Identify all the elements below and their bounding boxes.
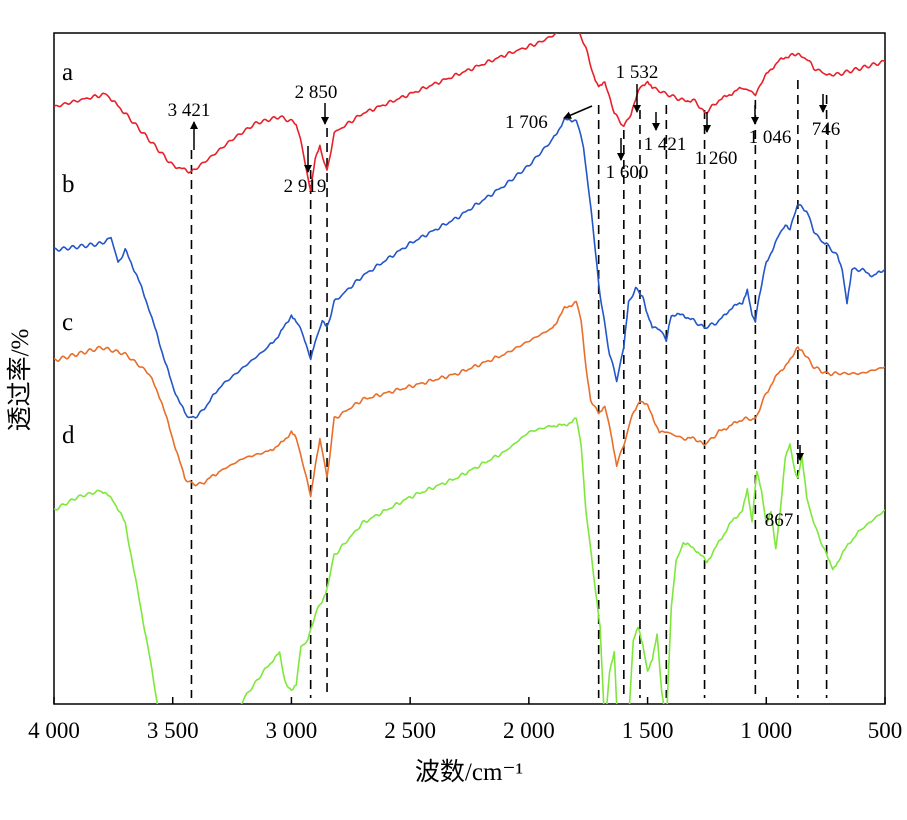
annotation-label: 1 260	[695, 148, 738, 169]
annotation-label: 1 046	[749, 127, 792, 148]
dashed-guide-lines	[190, 80, 828, 698]
annotation-label: 1 421	[644, 134, 687, 155]
series-line-a	[54, 33, 885, 192]
x-tick-label: 1 000	[740, 718, 792, 743]
x-tick-label: 3 000	[266, 718, 318, 743]
annotation-label: 1 600	[606, 162, 649, 183]
series-layer	[54, 33, 885, 704]
series-label-b: b	[62, 171, 75, 198]
series-line-d	[54, 417, 885, 704]
series-labels: a b c d	[62, 59, 75, 449]
x-tick-label: 500	[868, 718, 903, 743]
annotation-label: 2 850	[295, 82, 338, 103]
x-tick-label: 3 500	[147, 718, 199, 743]
annotation-label: 1 706	[505, 112, 548, 133]
peak-annotations: 3 421 2 850 2 919 1 706 1 532 1 600 1 421 1 260…	[168, 62, 841, 531]
series-label-a: a	[62, 59, 73, 86]
x-tick-label: 1 500	[622, 718, 674, 743]
series-line-c	[54, 300, 885, 498]
annotation-label: 1 532	[616, 62, 659, 83]
annotation-label: 746	[812, 119, 841, 140]
y-axis-title: 透过率/%	[6, 329, 34, 432]
x-axis-ticks: 4 000 3 500 3 000 2 500 2 000 1 500 1 000 500	[28, 697, 902, 743]
annotation-label: 2 919	[284, 176, 327, 197]
annotation-arrow	[563, 105, 593, 119]
x-tick-label: 2 500	[384, 718, 436, 743]
series-line-b	[54, 117, 885, 419]
series-label-d: d	[62, 422, 75, 449]
annotation-label: 867	[765, 510, 794, 531]
series-label-c: c	[62, 309, 73, 336]
plot-frame	[53, 32, 886, 705]
annotation-label: 3 421	[168, 100, 211, 121]
x-tick-label: 4 000	[28, 718, 80, 743]
x-tick-label: 2 000	[503, 718, 555, 743]
x-axis-title: 波数/cm⁻¹	[415, 758, 523, 786]
